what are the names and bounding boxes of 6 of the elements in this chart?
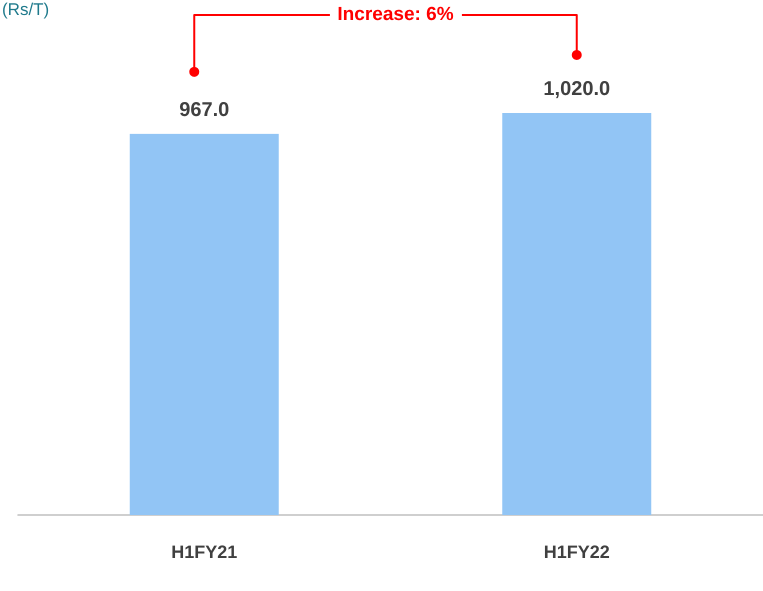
- chart-title: (Rs/T): [2, 0, 50, 20]
- x-tick-label: H1FY22: [544, 542, 610, 562]
- data-label: 1,020.0: [543, 78, 610, 100]
- x-tick-label: H1FY21: [171, 542, 238, 562]
- text: Increase: 6%: [329, 4, 462, 26]
- data-label: 967.0: [179, 98, 230, 121]
